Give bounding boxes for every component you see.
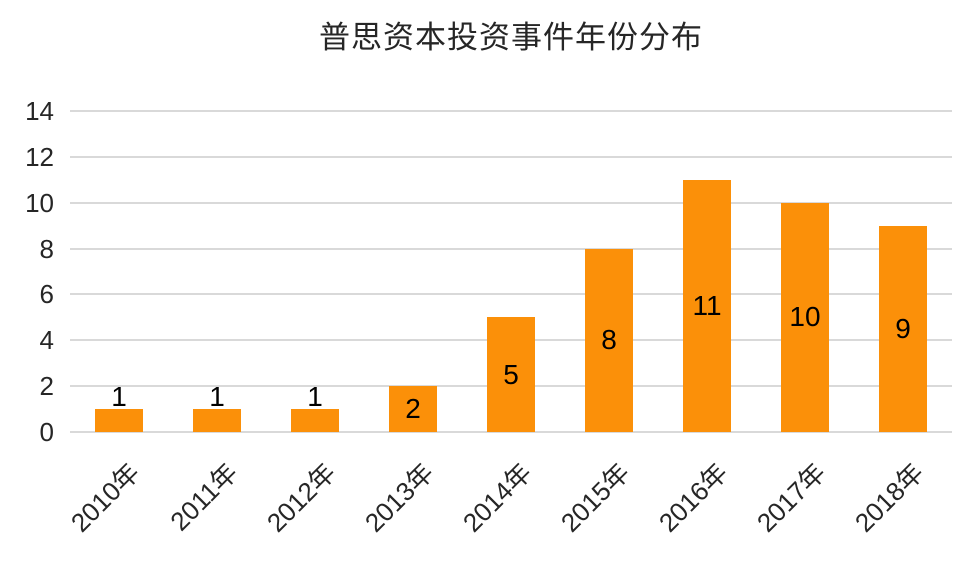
x-tick-label: 2010年: [65, 457, 146, 538]
gridline: [70, 247, 952, 250]
bar-value-label: 2: [405, 393, 421, 425]
y-tick-label: 4: [39, 325, 54, 356]
gridline: [70, 155, 952, 158]
x-axis-line: [70, 431, 952, 433]
x-tick-label: 2016年: [653, 457, 734, 538]
x-tick-label: 2011年: [164, 457, 244, 537]
bar-2012年: [291, 409, 339, 432]
y-tick-label: 10: [25, 187, 54, 218]
bar-value-label: 8: [601, 324, 617, 356]
bar-value-label: 11: [692, 289, 722, 321]
y-tick-label: 0: [39, 417, 54, 447]
x-tick-label: 2018年: [849, 457, 930, 538]
bar-2017年: [781, 202, 829, 432]
x-tick-label: 2014年: [457, 457, 538, 538]
bar-value-label: 5: [503, 358, 519, 390]
y-tick-label: 2: [39, 371, 54, 402]
bar-value-label: 10: [789, 301, 821, 333]
bar-2010年: [95, 409, 143, 432]
bar-2013年: [389, 386, 437, 432]
y-tick-label: 12: [25, 141, 54, 172]
x-tick-label: 2015年: [555, 457, 636, 538]
bar-2011年: [193, 409, 241, 432]
y-tick-label: 6: [39, 279, 54, 310]
gridline: [70, 110, 952, 112]
y-tick-label: 8: [39, 233, 54, 264]
chart-title: 普思资本投资事件年份分布: [319, 20, 703, 55]
y-tick-label: 14: [25, 96, 54, 126]
bar-value-label: 9: [895, 312, 911, 344]
bar-2016年: [683, 179, 731, 432]
gridline: [70, 293, 952, 296]
bar-value-label: 1: [307, 381, 323, 413]
x-tick-label: 2017年: [751, 457, 832, 538]
bar-2014年: [487, 317, 535, 432]
x-tick-label: 2012年: [261, 457, 342, 538]
bar-2015年: [585, 248, 633, 432]
gridline: [70, 201, 952, 204]
bar-value-label: 1: [111, 381, 127, 413]
x-tick-label: 2013年: [359, 457, 440, 538]
bar-2018年: [879, 225, 927, 432]
bar-value-label: 1: [209, 381, 225, 413]
